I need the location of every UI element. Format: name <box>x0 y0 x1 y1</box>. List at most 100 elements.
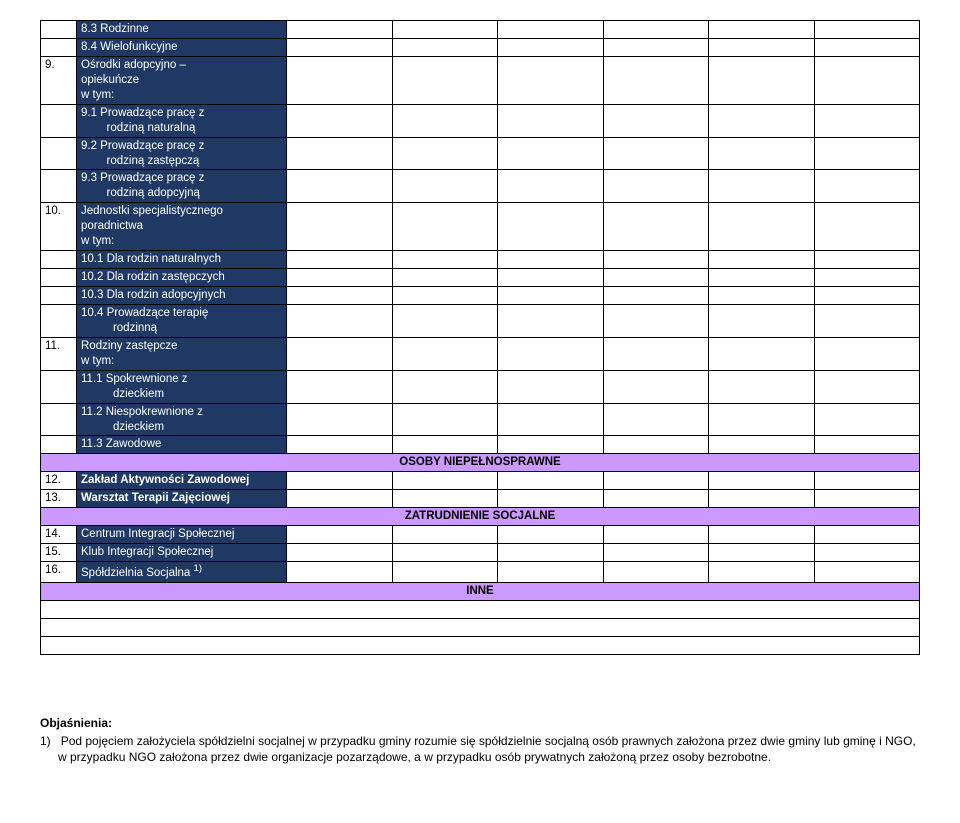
data-cell <box>498 436 604 454</box>
row-description-cell: Zakład Aktywności Zawodowej <box>77 472 287 490</box>
data-cell <box>603 170 709 203</box>
data-cell <box>498 304 604 337</box>
data-cell <box>498 526 604 544</box>
data-cell <box>709 21 815 39</box>
data-cell <box>814 562 920 583</box>
section-header-cell: OSOBY NIEPEŁNOSPRAWNE <box>41 454 920 472</box>
row-description-cell: 8.4 Wielofunkcyjne <box>77 38 287 56</box>
data-cell <box>287 38 393 56</box>
table-row: 12.Zakład Aktywności Zawodowej <box>41 472 920 490</box>
data-cell <box>603 403 709 436</box>
data-cell <box>603 251 709 269</box>
row-description-cell: 11.3 Zawodowe <box>77 436 287 454</box>
data-cell <box>709 137 815 170</box>
data-cell <box>603 203 709 251</box>
data-cell <box>814 472 920 490</box>
data-cell <box>287 287 393 305</box>
data-cell <box>709 56 815 104</box>
data-cell <box>287 304 393 337</box>
data-cell <box>814 436 920 454</box>
data-cell <box>287 269 393 287</box>
data-cell <box>709 170 815 203</box>
data-cell <box>709 562 815 583</box>
data-cell <box>498 56 604 104</box>
data-cell <box>814 337 920 370</box>
row-description-cell: 10.3 Dla rodzin adopcyjnych <box>77 287 287 305</box>
data-cell <box>498 490 604 508</box>
table-row: 9.3 Prowadzące pracę z rodziną adopcyjną <box>41 170 920 203</box>
section-header-cell: INNE <box>41 582 920 600</box>
data-cell <box>814 170 920 203</box>
data-cell <box>814 490 920 508</box>
row-number-cell: 12. <box>41 472 77 490</box>
data-cell <box>709 490 815 508</box>
data-cell <box>287 337 393 370</box>
data-cell <box>603 472 709 490</box>
table-row: 11.1 Spokrewnione z dzieckiem <box>41 370 920 403</box>
data-cell <box>498 104 604 137</box>
row-description-cell: Warsztat Terapii Zajęciowej <box>77 490 287 508</box>
data-cell <box>392 251 498 269</box>
row-description-cell: 9.3 Prowadzące pracę z rodziną adopcyjną <box>77 170 287 203</box>
notes-heading: Objaśnienia: <box>40 715 920 731</box>
table-row: 9.1 Prowadzące pracę z rodziną naturalną <box>41 104 920 137</box>
row-number-cell <box>41 403 77 436</box>
section-header-cell: ZATRUDNIENIE SOCJALNE <box>41 508 920 526</box>
data-cell <box>814 56 920 104</box>
data-cell <box>392 544 498 562</box>
data-cell <box>287 403 393 436</box>
row-number-cell <box>41 170 77 203</box>
empty-cell <box>41 600 920 618</box>
data-cell <box>814 370 920 403</box>
data-cell <box>603 526 709 544</box>
data-cell <box>709 526 815 544</box>
row-number-cell <box>41 370 77 403</box>
row-number-cell <box>41 251 77 269</box>
data-cell <box>603 370 709 403</box>
data-cell <box>392 304 498 337</box>
data-cell <box>392 526 498 544</box>
data-cell <box>709 104 815 137</box>
table-row: 13.Warsztat Terapii Zajęciowej <box>41 490 920 508</box>
row-description-cell: Jednostki specjalistycznegoporadnictwaw … <box>77 203 287 251</box>
data-cell <box>287 370 393 403</box>
data-cell <box>287 21 393 39</box>
data-cell <box>392 370 498 403</box>
data-cell <box>498 21 604 39</box>
data-cell <box>603 21 709 39</box>
data-cell <box>498 251 604 269</box>
row-description-cell: 9.1 Prowadzące pracę z rodziną naturalną <box>77 104 287 137</box>
table-row: 8.4 Wielofunkcyjne <box>41 38 920 56</box>
spacer <box>40 655 920 715</box>
row-description-cell: Spółdzielnia Socjalna 1) <box>77 562 287 583</box>
data-cell <box>709 304 815 337</box>
data-cell <box>603 137 709 170</box>
data-cell <box>814 21 920 39</box>
data-cell <box>814 104 920 137</box>
table-row: 9.Ośrodki adopcyjno –opiekuńczew tym: <box>41 56 920 104</box>
data-cell <box>392 269 498 287</box>
row-description-cell: 11.1 Spokrewnione z dzieckiem <box>77 370 287 403</box>
empty-cell <box>41 636 920 654</box>
data-cell <box>498 403 604 436</box>
section-header-row: OSOBY NIEPEŁNOSPRAWNE <box>41 454 920 472</box>
data-cell <box>392 21 498 39</box>
data-cell <box>603 269 709 287</box>
data-cell <box>603 287 709 305</box>
data-cell <box>814 287 920 305</box>
data-cell <box>498 287 604 305</box>
notes-item-text: Pod pojęciem założyciela spółdzielni soc… <box>58 734 916 764</box>
data-cell <box>603 544 709 562</box>
data-cell <box>392 403 498 436</box>
row-number-cell <box>41 287 77 305</box>
data-cell <box>392 436 498 454</box>
row-number-cell: 14. <box>41 526 77 544</box>
data-cell <box>814 403 920 436</box>
data-cell <box>603 436 709 454</box>
data-cell <box>603 104 709 137</box>
data-cell <box>498 269 604 287</box>
row-description-cell: Klub Integracji Społecznej <box>77 544 287 562</box>
data-cell <box>498 562 604 583</box>
data-cell <box>814 269 920 287</box>
data-cell <box>392 203 498 251</box>
